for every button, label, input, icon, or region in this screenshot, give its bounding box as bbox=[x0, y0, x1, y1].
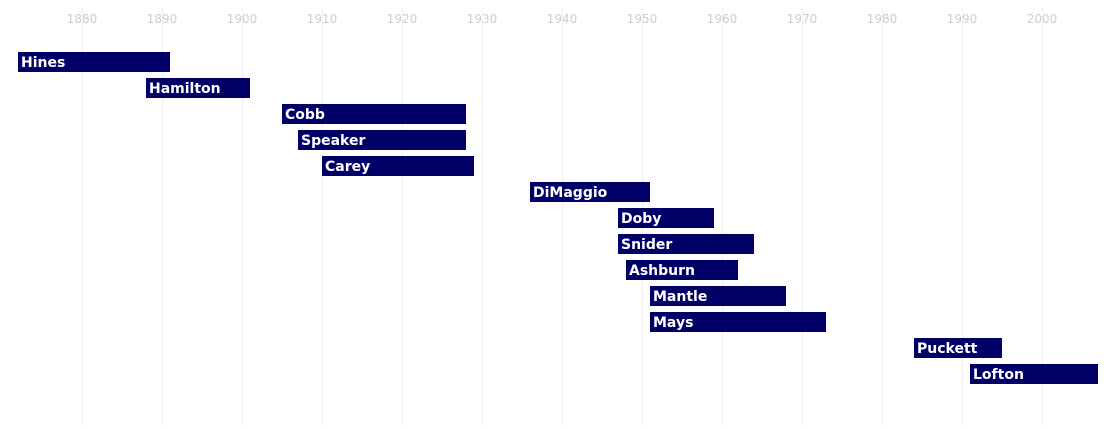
bar bbox=[914, 338, 1002, 358]
bar bbox=[650, 286, 786, 306]
gridlines bbox=[82, 8, 1043, 425]
bar-label: Ashburn bbox=[629, 263, 695, 279]
bar-label: Hines bbox=[21, 55, 65, 71]
bar bbox=[298, 130, 466, 150]
x-tick-label: 1960 bbox=[707, 12, 738, 26]
bar-label: Cobb bbox=[285, 107, 325, 123]
bar-label: Snider bbox=[621, 237, 672, 253]
bar-label: Hamilton bbox=[149, 81, 221, 97]
timeline-bar-ashburn: Ashburn bbox=[626, 260, 738, 280]
bar bbox=[282, 104, 466, 124]
x-tick-label: 1910 bbox=[307, 12, 338, 26]
timeline-bar-dimaggio: DiMaggio bbox=[530, 182, 650, 202]
x-tick-label: 1900 bbox=[227, 12, 258, 26]
bar-label: Puckett bbox=[917, 341, 978, 357]
timeline-bar-carey: Carey bbox=[322, 156, 474, 176]
timeline-bar-puckett: Puckett bbox=[914, 338, 1002, 358]
x-tick-label: 1940 bbox=[547, 12, 578, 26]
timeline-bar-snider: Snider bbox=[618, 234, 754, 254]
x-tick-label: 1920 bbox=[387, 12, 418, 26]
bar-label: Speaker bbox=[301, 133, 365, 149]
timeline-bar-lofton: Lofton bbox=[970, 364, 1098, 384]
bar bbox=[322, 156, 474, 176]
bar bbox=[970, 364, 1098, 384]
x-tick-label: 1970 bbox=[787, 12, 818, 26]
timeline-bar-speaker: Speaker bbox=[298, 130, 466, 150]
bar-label: Lofton bbox=[973, 367, 1024, 383]
timeline-bar-mantle: Mantle bbox=[650, 286, 786, 306]
timeline-bar-cobb: Cobb bbox=[282, 104, 466, 124]
bar bbox=[618, 234, 754, 254]
bar bbox=[530, 182, 650, 202]
bar bbox=[18, 52, 170, 72]
x-tick-label: 1880 bbox=[67, 12, 98, 26]
bar-label: Carey bbox=[325, 159, 370, 175]
timeline-bar-hines: Hines bbox=[18, 52, 170, 72]
bar bbox=[626, 260, 738, 280]
x-tick-label: 1990 bbox=[947, 12, 978, 26]
timeline-bar-hamilton: Hamilton bbox=[146, 78, 250, 98]
bar-label: DiMaggio bbox=[533, 185, 608, 201]
bar-label: Mays bbox=[653, 315, 693, 331]
timeline-bar-doby: Doby bbox=[618, 208, 714, 228]
x-tick-label: 1890 bbox=[147, 12, 178, 26]
x-tick-label: 1950 bbox=[627, 12, 658, 26]
timeline-bar-mays: Mays bbox=[650, 312, 826, 332]
x-tick-label: 1930 bbox=[467, 12, 498, 26]
bar-label: Doby bbox=[621, 211, 661, 227]
bar-label: Mantle bbox=[653, 289, 707, 305]
bars: Hines Hamilton Cobb Speaker Carey DiMaggio Dob… bbox=[18, 52, 1098, 384]
bar bbox=[618, 208, 714, 228]
x-axis-tick-labels: 1880 1890 1900 1910 1920 1930 1940 1950 1960 1970… bbox=[67, 12, 1058, 26]
x-tick-label: 2000 bbox=[1027, 12, 1058, 26]
bar bbox=[146, 78, 250, 98]
bar bbox=[650, 312, 826, 332]
x-tick-label: 1980 bbox=[867, 12, 898, 26]
